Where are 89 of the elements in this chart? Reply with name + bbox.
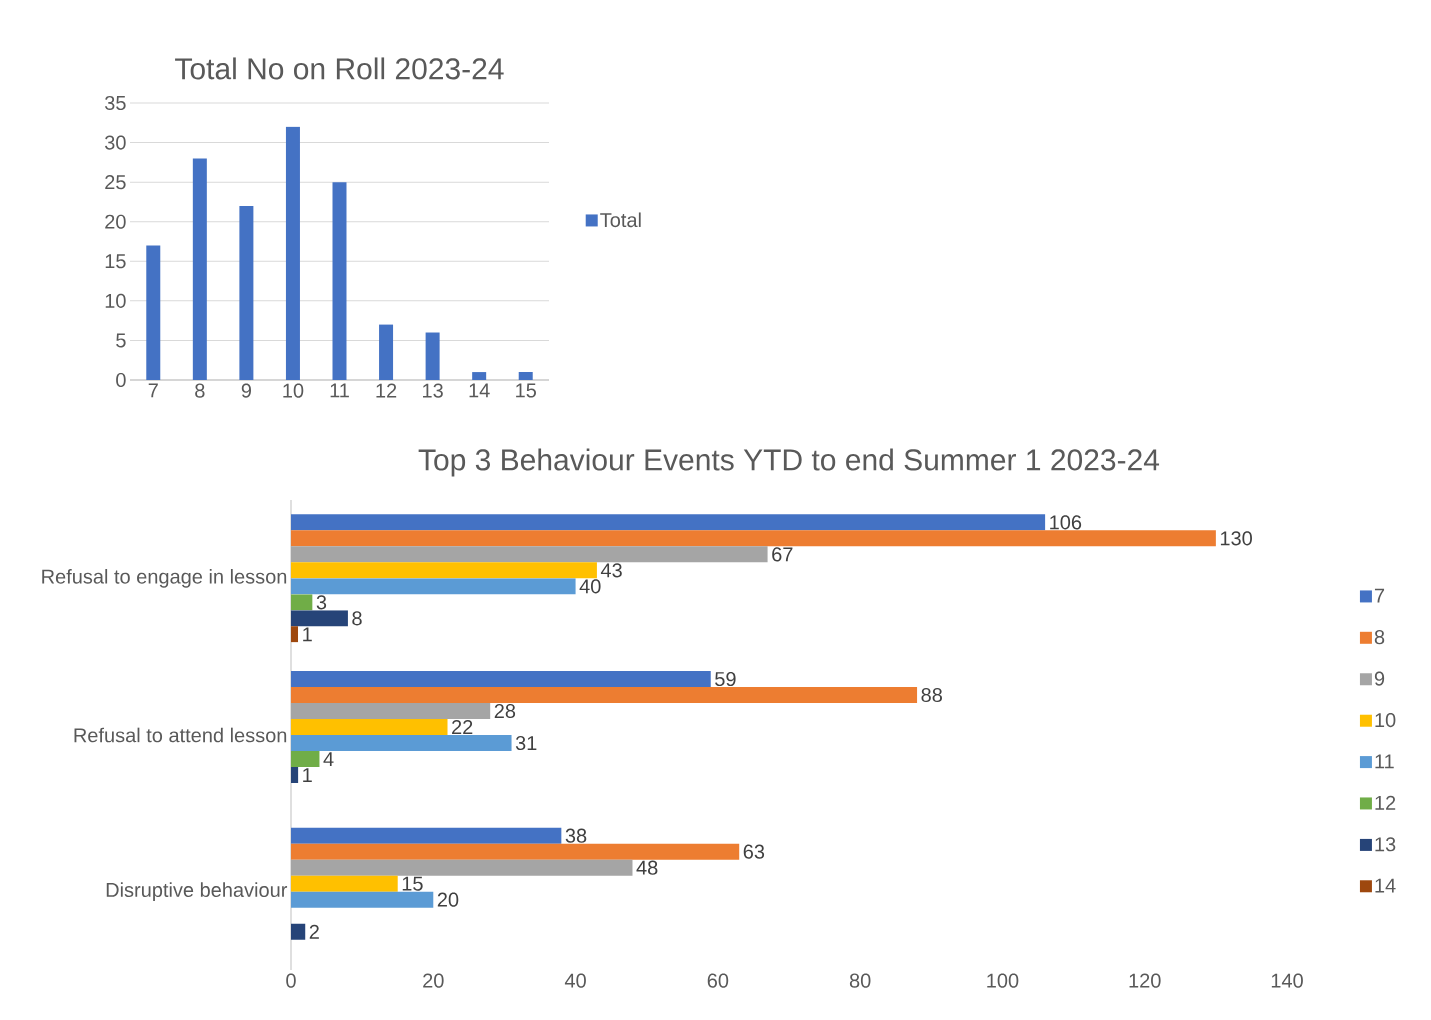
bar xyxy=(291,626,299,643)
y-tick-label: 10 xyxy=(105,293,126,308)
bar xyxy=(291,735,512,751)
y-tick-label: 30 xyxy=(104,135,126,150)
bar xyxy=(291,562,597,579)
data-label: 8 xyxy=(352,611,362,626)
data-label: 22 xyxy=(452,720,473,734)
bar xyxy=(285,126,300,380)
data-label: 4 xyxy=(323,752,334,766)
legend-label: 10 xyxy=(1375,713,1396,728)
legend-label: 8 xyxy=(1374,630,1385,645)
bar xyxy=(291,767,299,783)
bar xyxy=(332,182,347,380)
bar xyxy=(291,843,740,860)
legend-label: 7 xyxy=(1374,588,1385,603)
data-label: 1 xyxy=(303,768,312,782)
bar xyxy=(291,827,562,844)
bar xyxy=(379,324,394,380)
data-label: 63 xyxy=(743,844,765,859)
bar xyxy=(291,671,711,687)
y-tick-label: Disruptive behaviour xyxy=(106,882,288,901)
data-label: 106 xyxy=(1050,515,1082,530)
data-label: 2 xyxy=(309,924,319,939)
legend-label: 9 xyxy=(1374,671,1385,686)
y-tick-label: 25 xyxy=(105,175,126,190)
x-tick-label: 11 xyxy=(330,383,349,398)
x-tick-label: 9 xyxy=(241,383,252,398)
legend-label: 13 xyxy=(1375,837,1396,852)
data-label: 38 xyxy=(565,828,587,843)
y-tick-label: Refusal to engage in lesson xyxy=(42,569,287,588)
bar xyxy=(291,594,313,611)
legend-label: 14 xyxy=(1375,878,1396,893)
data-label: 130 xyxy=(1220,531,1252,546)
legend-label: Total xyxy=(600,212,641,228)
data-label: 88 xyxy=(921,687,942,703)
chart-title: Total No on Roll 2023-24 xyxy=(175,57,504,80)
bar xyxy=(192,158,207,380)
x-tick-label: 14 xyxy=(469,383,490,398)
x-tick-label: 80 xyxy=(849,973,871,988)
bar xyxy=(291,578,576,595)
y-tick-label: 15 xyxy=(105,254,126,269)
y-tick-label: 5 xyxy=(116,333,126,348)
data-label: 40 xyxy=(579,579,601,594)
x-tick-label: 15 xyxy=(516,383,537,398)
bar xyxy=(291,610,348,627)
data-label: 3 xyxy=(316,595,327,610)
bar xyxy=(291,687,918,703)
data-label: 67 xyxy=(772,547,793,562)
bar xyxy=(291,703,491,719)
y-tick-label: Refusal to attend lesson xyxy=(74,727,287,743)
data-label: 31 xyxy=(515,735,537,751)
bar xyxy=(291,514,1046,531)
x-tick-label: 13 xyxy=(423,383,443,398)
legend-label: 11 xyxy=(1375,754,1394,769)
y-tick-label: 0 xyxy=(116,372,126,388)
data-label: 43 xyxy=(600,563,622,578)
x-tick-label: 120 xyxy=(1129,973,1161,988)
chart-title: Top 3 Behaviour Events YTD to end Summer 1 2023-24 xyxy=(418,448,1160,477)
y-tick-label: 20 xyxy=(105,214,126,229)
x-tick-label: 12 xyxy=(376,383,397,398)
y-tick-label: 35 xyxy=(104,95,126,111)
bar xyxy=(518,372,533,380)
bar xyxy=(472,372,487,380)
x-tick-label: 8 xyxy=(195,383,205,398)
bar xyxy=(239,205,254,380)
bar xyxy=(291,891,434,908)
data-label: 20 xyxy=(437,892,459,907)
x-tick-label: 140 xyxy=(1271,973,1303,988)
bar xyxy=(291,923,306,940)
x-tick-label: 20 xyxy=(423,973,444,988)
data-label: 15 xyxy=(402,876,423,891)
data-label: 1 xyxy=(303,627,312,642)
bar xyxy=(146,245,161,380)
bar xyxy=(291,859,633,876)
x-tick-label: 7 xyxy=(148,383,158,398)
bar xyxy=(291,546,768,563)
x-tick-label: 10 xyxy=(283,383,304,398)
data-label: 48 xyxy=(636,860,658,875)
x-tick-label: 40 xyxy=(564,973,586,988)
bar xyxy=(291,530,1216,547)
x-tick-label: 100 xyxy=(987,973,1019,988)
data-label: 59 xyxy=(715,671,736,687)
x-tick-label: 60 xyxy=(707,973,729,988)
data-label: 28 xyxy=(494,703,516,719)
bar xyxy=(425,332,440,380)
bar xyxy=(291,875,398,892)
bar xyxy=(291,751,320,768)
bar xyxy=(291,719,448,735)
legend-label: 12 xyxy=(1375,795,1396,810)
